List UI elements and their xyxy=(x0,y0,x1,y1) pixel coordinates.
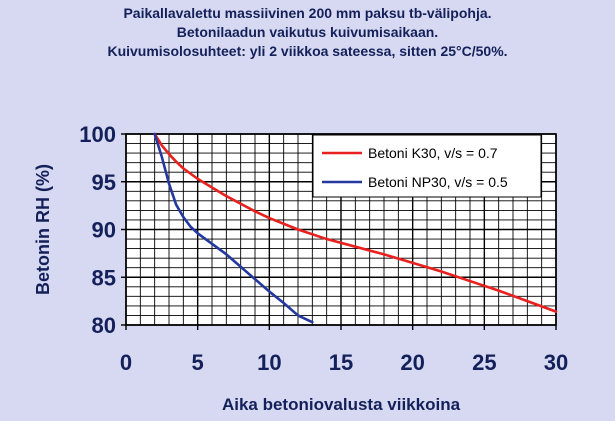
legend-label-2: Betoni NP30, v/s = 0.5 xyxy=(368,174,508,190)
y-axis-ticks: 80 85 90 95 100 xyxy=(79,122,126,338)
legend: Betoni K30, v/s = 0.7 Betoni NP30, v/s = … xyxy=(312,134,542,198)
title-line-3: Kuivumisolosuhteet: yli 2 viikkoa satees… xyxy=(107,43,508,59)
series-line-1 xyxy=(153,132,558,313)
x-tick-label: 20 xyxy=(400,350,424,375)
y-tick-label: 95 xyxy=(92,170,116,195)
x-tick-label: 25 xyxy=(472,350,496,375)
legend-box xyxy=(312,134,542,198)
x-tick-label: 0 xyxy=(120,350,132,375)
x-axis-label: Aika betoniovalusta viikkoina xyxy=(222,395,461,414)
y-tick-label: 100 xyxy=(79,122,116,147)
y-tick-label: 80 xyxy=(92,313,116,338)
legend-label-1: Betoni K30, v/s = 0.7 xyxy=(368,145,498,161)
title-line-2: Betonilaadun vaikutus kuivumisaikaan. xyxy=(176,24,439,40)
x-tick-label: 15 xyxy=(329,350,353,375)
x-tick-label: 5 xyxy=(192,350,204,375)
y-tick-label: 85 xyxy=(92,265,116,290)
x-tick-label: 10 xyxy=(257,350,281,375)
y-axis-label: Betonin RH (%) xyxy=(33,164,53,295)
x-axis-ticks: 0 5 10 15 20 25 30 xyxy=(120,325,568,375)
chart-title: Paikallavalettu massiivinen 200 mm paksu… xyxy=(0,4,615,61)
series-line-2 xyxy=(153,132,314,324)
title-line-1: Paikallavalettu massiivinen 200 mm paksu… xyxy=(123,5,492,21)
x-tick-label: 30 xyxy=(544,350,568,375)
y-tick-label: 90 xyxy=(92,218,116,243)
series-lines xyxy=(153,132,558,324)
